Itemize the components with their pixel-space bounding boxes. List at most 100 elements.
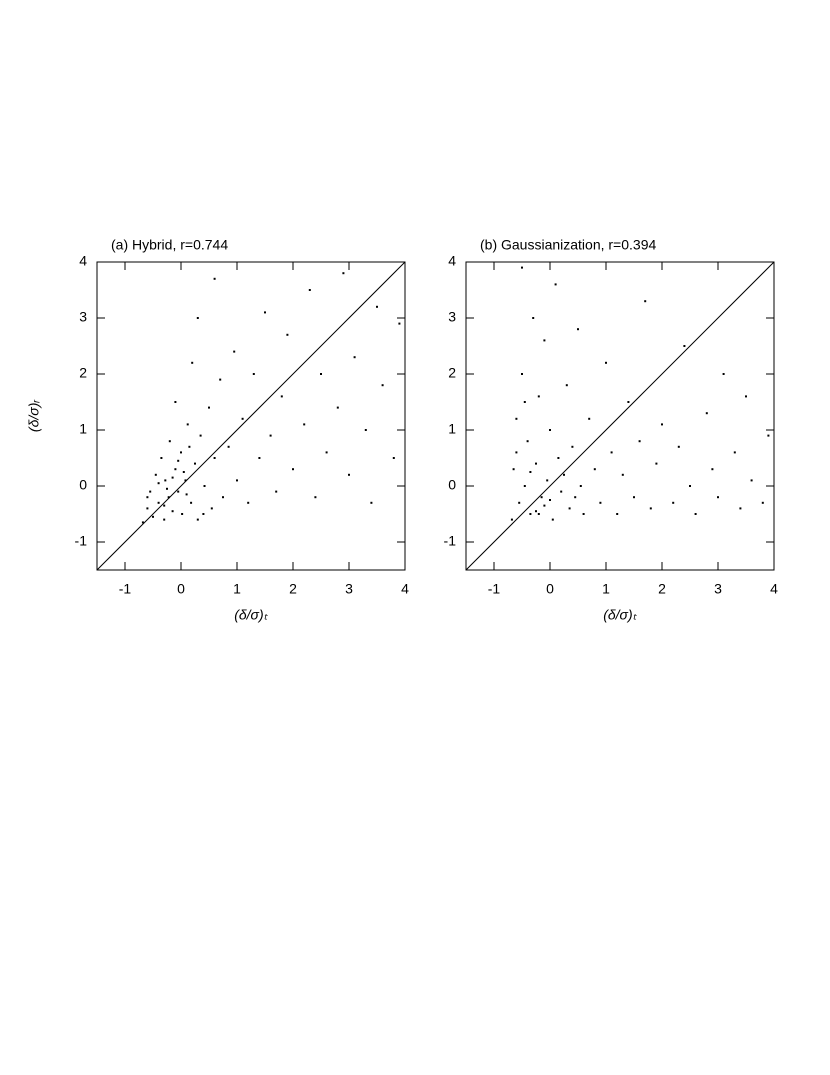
point (247, 501, 250, 504)
y-tick-label: 2 (448, 365, 456, 381)
y-tick-label: -1 (444, 533, 457, 549)
y-tick-label: 3 (448, 309, 456, 325)
y-tick-label: 1 (448, 421, 456, 437)
point (638, 440, 641, 443)
x-tick-label: 3 (345, 581, 353, 597)
point (683, 345, 686, 347)
point (166, 487, 168, 490)
point (689, 485, 691, 487)
point (599, 501, 602, 504)
point (236, 479, 238, 482)
point (579, 485, 582, 487)
point (171, 476, 174, 479)
point (582, 513, 585, 515)
point (146, 496, 149, 499)
point (722, 373, 725, 375)
point (549, 499, 551, 501)
point (633, 496, 635, 499)
point (750, 479, 753, 482)
point (269, 434, 272, 437)
point (551, 518, 554, 521)
point (196, 317, 199, 319)
point (320, 373, 322, 375)
y-tick-label: 3 (79, 309, 87, 325)
point (649, 507, 652, 510)
point (621, 473, 624, 476)
point (364, 429, 367, 431)
point (227, 445, 230, 448)
point (286, 333, 289, 336)
point (174, 401, 177, 403)
point (280, 395, 283, 398)
point (565, 384, 568, 387)
point (739, 507, 742, 510)
point (186, 423, 189, 426)
point (655, 462, 658, 465)
point (157, 501, 160, 504)
point (275, 490, 278, 493)
point (174, 468, 177, 471)
x-tick-label: 4 (770, 581, 778, 597)
point (557, 457, 560, 459)
y-tick-label: 4 (448, 253, 456, 269)
point (593, 468, 596, 471)
y-tick-label: 4 (79, 253, 87, 269)
point (535, 510, 537, 513)
point (157, 482, 160, 485)
identity-line (465, 261, 775, 571)
point (627, 401, 630, 403)
point (535, 462, 537, 465)
point (163, 504, 166, 507)
point (518, 501, 521, 504)
point (171, 510, 174, 513)
point (549, 429, 551, 431)
point (560, 490, 563, 493)
point (213, 277, 216, 280)
x-tick-label: 2 (289, 581, 297, 597)
point (370, 501, 373, 504)
point (711, 468, 714, 471)
point (308, 289, 311, 291)
y-axis-label: (δ/σ)ᵣ (26, 399, 42, 432)
point (574, 496, 577, 499)
point (160, 457, 163, 459)
point (554, 283, 557, 286)
point (141, 521, 144, 524)
y-tick-label: -1 (75, 533, 88, 549)
point (588, 417, 591, 420)
point (512, 468, 515, 471)
point (546, 479, 549, 482)
point (213, 457, 216, 459)
point (342, 272, 345, 275)
point (529, 513, 532, 515)
point (199, 434, 202, 437)
point (616, 513, 619, 515)
point (529, 471, 532, 473)
plot-frame (96, 261, 406, 571)
point (188, 445, 191, 448)
point (196, 518, 199, 521)
point (208, 406, 210, 409)
point (194, 462, 196, 465)
point (515, 451, 518, 454)
point (510, 518, 513, 521)
point (314, 496, 317, 499)
point (605, 361, 607, 364)
x-tick-label: 0 (546, 581, 554, 597)
point (568, 507, 571, 510)
point (543, 339, 546, 342)
point (336, 406, 339, 409)
point (348, 473, 350, 476)
point (292, 468, 294, 471)
x-tick-label: 1 (233, 581, 241, 597)
point (376, 305, 378, 308)
point (717, 496, 719, 499)
point (258, 457, 261, 459)
point (610, 451, 613, 454)
point (164, 479, 167, 482)
point (761, 501, 764, 504)
point (241, 417, 244, 420)
point (190, 501, 193, 504)
point (694, 513, 697, 515)
